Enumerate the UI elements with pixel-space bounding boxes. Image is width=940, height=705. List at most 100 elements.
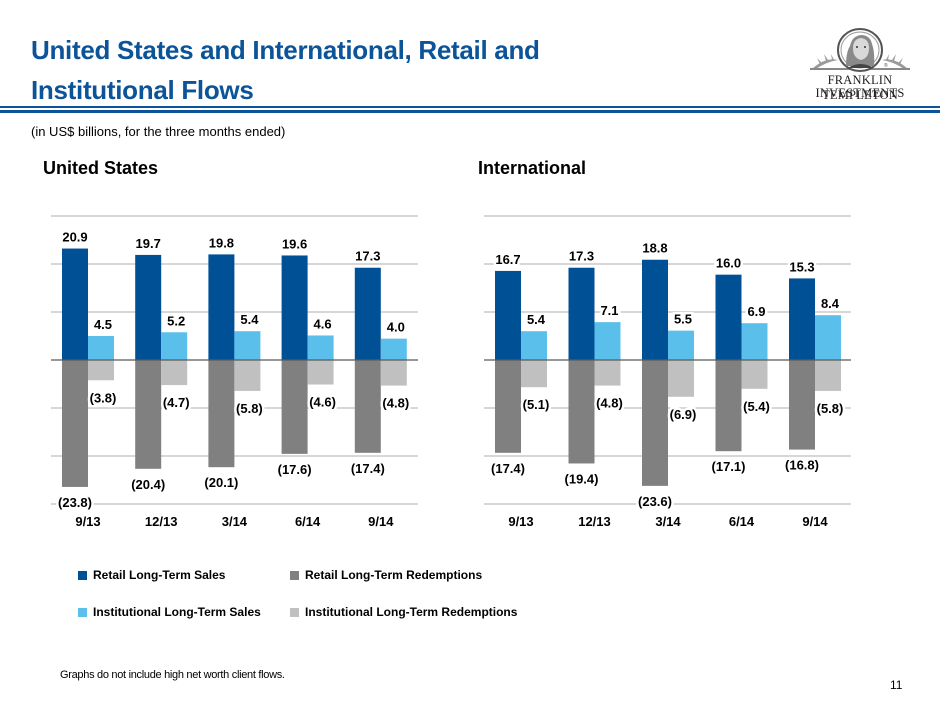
svg-text:®: ®: [884, 62, 888, 69]
us-bar-institutional-redemptions: [88, 360, 114, 381]
us-label-institutional-sales: 4.0: [387, 320, 405, 335]
international-label-institutional-sales: 5.4: [527, 312, 546, 327]
international-bar-institutional-sales: [594, 322, 621, 360]
us-label-institutional-redemptions: (4.6): [309, 395, 336, 410]
international-category-label: 6/14: [729, 514, 755, 529]
legend-label: Retail Long-Term Redemptions: [305, 568, 483, 582]
franklin-templeton-logo: ® FRANKLIN TEMPLETON INVESTMENTS: [790, 22, 930, 102]
international-label-institutional-redemptions: (4.8): [596, 396, 623, 411]
us-label-institutional-sales: 4.5: [94, 317, 112, 332]
us-bar-institutional-redemptions: [307, 360, 334, 385]
international-category-label: 9/14: [802, 514, 828, 529]
international-chart-title: International: [478, 158, 587, 178]
medallion-portrait-icon: ®: [810, 28, 910, 72]
page-number: 11: [890, 678, 903, 692]
international-bar-institutional-redemptions: [521, 360, 547, 388]
international-label-institutional-redemptions: (5.8): [817, 401, 844, 416]
international-bar-retail-sales: [568, 267, 595, 360]
logo-text-line-2: INVESTMENTS: [815, 86, 905, 100]
us-category-label: 9/13: [75, 514, 100, 529]
flows-charts: 20.9 4.5 (23.8) (3.8) 9/13 19.7 5.2 (20.4) (4.7)…: [51, 215, 851, 529]
us-category-label: 12/13: [145, 514, 178, 529]
us-bar-retail-sales: [208, 254, 235, 360]
international-label-institutional-redemptions: (5.4): [743, 399, 770, 414]
us-bar-institutional-redemptions: [234, 360, 261, 391]
us-label-institutional-sales: 4.6: [314, 316, 332, 331]
us-label-retail-redemptions: (20.4): [131, 477, 165, 492]
international-bar-retail-redemptions: [642, 360, 668, 486]
legend-retail-sales: Retail Long-Term Sales: [78, 568, 225, 582]
us-bar-retail-sales: [354, 267, 381, 360]
international-category-label: 3/14: [655, 514, 681, 529]
international-bar-institutional-redemptions: [815, 360, 841, 391]
legend-label: Institutional Long-Term Sales: [93, 605, 261, 619]
us-bar-retail-sales: [135, 254, 162, 360]
us-label-institutional-redemptions: (3.8): [90, 390, 117, 405]
international-label-retail-sales: 17.3: [569, 249, 594, 264]
us-flows-chart: 20.9 4.5 (23.8) (3.8) 9/13 19.7 5.2 (20.4) (4.7)…: [51, 215, 418, 529]
us-label-institutional-redemptions: (5.8): [236, 401, 263, 416]
international-label-retail-redemptions: (16.8): [785, 458, 819, 473]
us-bar-retail-redemptions: [281, 360, 308, 454]
international-category-label: 12/13: [578, 514, 611, 529]
page-title: United States and International, Retail …: [31, 30, 651, 110]
international-label-institutional-sales: 6.9: [747, 304, 765, 319]
international-bar-retail-redemptions: [789, 360, 815, 450]
us-bar-institutional-sales: [234, 331, 261, 360]
legend-retail-redemptions: Retail Long-Term Redemptions: [290, 568, 482, 582]
us-category-label: 3/14: [222, 514, 248, 529]
international-bar-institutional-redemptions: [741, 360, 768, 389]
international-bar-institutional-redemptions: [594, 360, 621, 386]
international-label-institutional-sales: 5.5: [674, 312, 692, 327]
legend-swatch-institutional-redemptions: [290, 607, 299, 617]
international-label-institutional-redemptions: (6.9): [670, 407, 697, 422]
us-category-label: 6/14: [295, 514, 321, 529]
international-category-label: 9/13: [508, 514, 533, 529]
us-label-retail-redemptions: (20.1): [204, 475, 238, 490]
us-label-retail-redemptions: (17.6): [278, 462, 312, 477]
us-bar-institutional-sales: [307, 335, 334, 360]
us-label-institutional-sales: 5.2: [167, 313, 185, 328]
us-bar-institutional-sales: [380, 338, 407, 360]
international-label-retail-sales: 16.7: [495, 252, 520, 267]
international-label-retail-sales: 16.0: [716, 256, 741, 271]
international-label-retail-redemptions: (17.4): [491, 461, 525, 476]
international-bar-retail-sales: [789, 278, 815, 360]
international-bar-retail-sales: [495, 270, 521, 360]
us-bar-retail-redemptions: [62, 360, 88, 487]
page-title-line-1: United States and International, Retail …: [31, 35, 540, 65]
us-bar-institutional-sales: [161, 332, 188, 360]
units-subtitle: (in US$ billions, for the three months e…: [31, 124, 286, 139]
international-bar-retail-redemptions: [568, 360, 595, 464]
us-label-retail-sales: 17.3: [355, 249, 380, 264]
legend-institutional-redemptions: Institutional Long-Term Redemptions: [290, 605, 517, 619]
international-bar-institutional-sales: [815, 315, 841, 360]
legend-label: Institutional Long-Term Redemptions: [305, 605, 518, 619]
legend-label: Retail Long-Term Sales: [93, 568, 226, 582]
international-label-retail-redemptions: (17.1): [712, 459, 746, 474]
us-category-label: 9/14: [368, 514, 394, 529]
legend-swatch-retail-sales: [78, 570, 87, 580]
header-rule-thin: [0, 106, 940, 108]
international-bar-institutional-sales: [521, 331, 547, 360]
international-flows-chart: 16.7 5.4 (17.4) (5.1) 9/13 17.3 7.1 (19.4) (4.8)…: [484, 215, 851, 529]
us-chart-title: United States: [43, 158, 159, 178]
us-bar-retail-sales: [62, 248, 88, 360]
us-label-retail-redemptions: (23.8): [58, 495, 92, 510]
legend-swatch-retail-redemptions: [290, 570, 299, 580]
us-label-retail-sales: 19.7: [136, 236, 161, 251]
international-bar-retail-sales: [715, 274, 742, 360]
international-bar-retail-redemptions: [715, 360, 742, 452]
international-label-institutional-sales: 8.4: [821, 296, 840, 311]
us-bar-retail-sales: [281, 255, 308, 360]
legend-swatch-institutional-sales: [78, 607, 87, 617]
us-bar-institutional-sales: [88, 336, 114, 360]
header-rule-thick: [0, 110, 940, 113]
us-bar-institutional-redemptions: [380, 360, 407, 386]
international-bar-institutional-sales: [668, 330, 694, 360]
international-bar-institutional-redemptions: [668, 360, 694, 397]
international-label-institutional-sales: 7.1: [600, 303, 618, 318]
footnote: Graphs do not include high net worth cli…: [60, 669, 285, 681]
international-label-retail-sales: 15.3: [789, 259, 814, 274]
us-bar-retail-redemptions: [208, 360, 235, 468]
